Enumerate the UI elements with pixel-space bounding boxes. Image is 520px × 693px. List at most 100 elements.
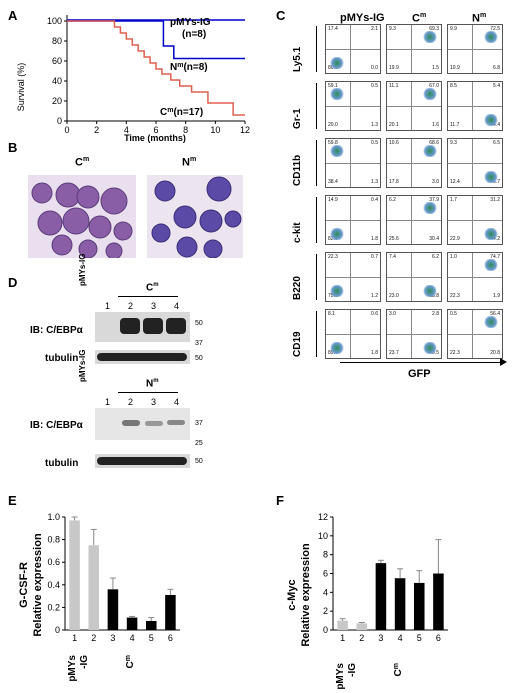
quadrant-value: 1.5 — [432, 65, 439, 71]
y-tick-label: 6 — [323, 569, 328, 579]
quadrant-value: 31.2 — [490, 197, 500, 203]
quadrant-value: 8.5 — [450, 83, 457, 89]
facs-plot: 59.8 0.5 38.4 1.3 — [325, 138, 381, 188]
quadrant-value: 20.8 — [490, 350, 500, 356]
x-tick-label: 0 — [64, 125, 69, 135]
f-ylabel: c-Myc — [286, 579, 298, 610]
mw-label: 37 — [195, 420, 203, 427]
quadrant-value: 6.2 — [432, 254, 439, 260]
bar — [107, 589, 119, 630]
blot-bottom-lanes: 1 2 3 4 — [96, 397, 188, 407]
blot-bottom-ib-label: IB: C/EBPα — [30, 420, 83, 431]
blot-top-ib-label: IB: C/EBPα — [30, 325, 83, 336]
cell-population — [484, 228, 498, 240]
quadrant-value: 0.6 — [371, 311, 378, 317]
facs-plot: 11.1 67.0 20.1 1.6 — [386, 81, 442, 131]
quadrant-value: 22.3 — [450, 350, 460, 356]
bar — [165, 594, 176, 630]
mw-label: 25 — [195, 440, 203, 447]
facs-row-arrow — [316, 26, 317, 72]
cell-population — [484, 31, 498, 43]
x-tick-label: 1 — [340, 633, 345, 643]
quadrant-value: 23.7 — [389, 350, 399, 356]
cell-population — [484, 114, 498, 126]
quadrant-value: 8.1 — [328, 311, 335, 317]
quadrant-value: 1.8 — [371, 350, 378, 356]
gfp-arrow — [340, 362, 505, 363]
facs-plot: 1.731.222.944.2 — [447, 195, 503, 245]
y-tick-label: 60 — [52, 56, 62, 66]
legend-pmys-n: (n=8) — [182, 29, 206, 40]
survival-chart: Survival (%) Time (months) 020406080100 … — [16, 15, 250, 143]
cm-cell-image — [28, 175, 136, 258]
facs-row-arrow — [316, 83, 317, 129]
y-tick-label: 12 — [318, 512, 328, 522]
band — [97, 353, 187, 361]
y-tick-label: 0.2 — [47, 602, 60, 612]
facs-row-arrow — [316, 254, 317, 300]
quadrant-value: 1.0 — [450, 254, 457, 260]
quadrant-value: 1.8 — [371, 236, 378, 242]
quadrant-value: 9.9 — [450, 26, 457, 32]
e-group1: pMYs — [67, 655, 78, 682]
facs-row-label: c-kit — [292, 222, 303, 243]
bar — [356, 623, 368, 630]
quadrant-value: 67.0 — [429, 83, 439, 89]
y-tick-label: 40 — [52, 76, 62, 86]
quadrant-value: 6.5 — [493, 140, 500, 146]
quadrant-value: 7.4 — [389, 254, 396, 260]
quadrant-value: 2.8 — [432, 311, 439, 317]
quadrant-value: 23.0 — [389, 293, 399, 299]
cell-population — [423, 88, 437, 100]
quadrant-value: 9.3 — [389, 26, 396, 32]
y-tick-label: 10 — [318, 531, 328, 541]
mw-label: 50 — [195, 320, 203, 327]
facs-col-pmys: pMYs-IG — [340, 12, 385, 24]
cell-population — [484, 259, 498, 271]
quadrant-value: 0.5 — [371, 140, 378, 146]
x-tick-label: 3 — [378, 633, 383, 643]
lane-label: 4 — [173, 301, 179, 311]
facs-row-label: Gr-1 — [292, 108, 303, 129]
band — [167, 420, 185, 425]
legend-cm: Cm(n=17) — [160, 107, 203, 119]
x-tick-label: 1 — [72, 633, 77, 643]
blot-bottom-ctrl-label: pMYs-IG — [78, 349, 87, 382]
mw-label: 37 — [195, 340, 203, 347]
y-tick-label: 0.6 — [47, 557, 60, 567]
x-tick-label: 5 — [417, 633, 422, 643]
quadrant-value: 22.3 — [450, 293, 460, 299]
facs-row-arrow — [316, 311, 317, 357]
series-line-nm — [67, 20, 245, 60]
cell-population — [330, 285, 344, 297]
y-tick-label: 4 — [323, 587, 328, 597]
gfp-label: GFP — [408, 368, 431, 380]
x-tick-label: 2 — [94, 125, 99, 135]
cell-population — [423, 285, 437, 297]
quadrant-value: 37.9 — [429, 197, 439, 203]
quadrant-value: 9.3 — [450, 140, 457, 146]
panel-label-f: F — [276, 493, 284, 508]
facs-row-arrow — [316, 197, 317, 243]
mw-label: 50 — [195, 355, 203, 362]
gfp-arrowhead — [500, 358, 507, 366]
x-tick-label: 2 — [359, 633, 364, 643]
band — [166, 318, 186, 334]
bar — [69, 520, 80, 630]
quadrant-value: 25.6 — [389, 236, 399, 242]
lane-label: 3 — [150, 301, 156, 311]
blot-top-ctrl-label: pMYs-IG — [78, 253, 87, 286]
quadrant-value: 19.9 — [389, 65, 399, 71]
quadrant-value: 10.9 — [450, 65, 460, 71]
panel-label-c: C — [276, 8, 286, 23]
lane-label: 4 — [173, 397, 179, 407]
f-group2: Cm — [393, 663, 405, 676]
cell-population — [423, 31, 437, 43]
blot-top-tubulin-label: tubulin — [45, 353, 79, 364]
quadrant-value: 6.2 — [389, 197, 396, 203]
quadrant-value: 0.5 — [371, 83, 378, 89]
quadrant-value: 72.5 — [490, 26, 500, 32]
blot-top-group-line — [118, 296, 178, 297]
quadrant-value: 20.1 — [389, 122, 399, 128]
